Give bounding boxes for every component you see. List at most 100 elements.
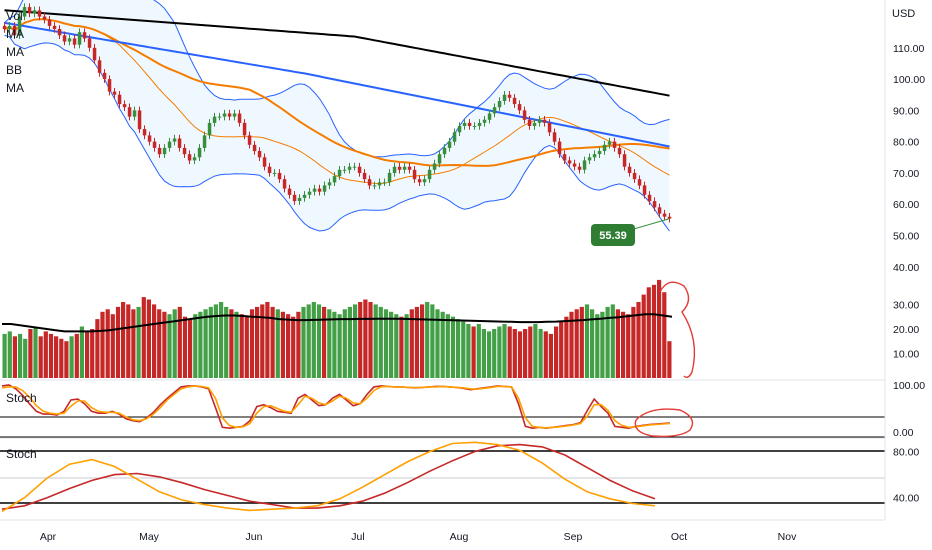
- annotations: 55.39: [591, 218, 696, 438]
- candle-body: [67, 38, 72, 42]
- time-tick-label: Oct: [671, 531, 687, 543]
- candle-body: [477, 122, 482, 126]
- bb-fill: [4, 0, 670, 231]
- candle-body: [232, 113, 237, 117]
- volume-bar: [7, 331, 12, 378]
- candle-body: [152, 141, 157, 148]
- stoch2-tick-label: 40.00: [893, 493, 919, 505]
- candle-body: [372, 185, 377, 187]
- volume-bar: [157, 309, 162, 378]
- price-tick-label: 60.00: [893, 199, 919, 211]
- volume-bar: [270, 306, 275, 378]
- currency-label: USD: [892, 8, 915, 20]
- candle-body: [517, 104, 522, 111]
- stoch-pane-2[interactable]: [0, 437, 885, 513]
- volume-bar: [523, 329, 528, 378]
- volume-bar: [110, 314, 115, 378]
- stoch-title-1[interactable]: Stoch: [6, 391, 37, 405]
- volume-bar: [378, 306, 383, 378]
- volume-bar: [420, 304, 425, 378]
- volume-bars[interactable]: [2, 279, 673, 378]
- volume-bar: [33, 326, 38, 378]
- volume-ma-line: [2, 313, 673, 333]
- candle-body: [667, 216, 672, 219]
- candle-body: [277, 172, 282, 180]
- candlestick-series[interactable]: [2, 3, 672, 223]
- candle-body: [187, 154, 192, 161]
- volume-bar: [471, 326, 476, 378]
- volume-bar: [332, 311, 337, 378]
- price-tick-label: 90.00: [893, 105, 919, 117]
- candle-body: [577, 166, 582, 170]
- volume-bar: [533, 324, 538, 378]
- stoch-title-2[interactable]: Stoch: [6, 447, 37, 461]
- price-tick-label: 80.00: [893, 137, 919, 149]
- volume-bar: [430, 304, 435, 378]
- volume-bar: [590, 309, 595, 378]
- volume-bar: [48, 333, 54, 378]
- last-price-badge: [591, 224, 635, 246]
- volume-bar: [162, 311, 167, 378]
- candle-body: [632, 172, 637, 180]
- legend-ma-1[interactable]: MA: [6, 27, 24, 41]
- candle-body: [337, 169, 342, 177]
- volume-bar: [564, 316, 569, 378]
- candle-body: [47, 19, 52, 26]
- candle-body: [592, 154, 597, 158]
- volume-tick-label: 30.00: [893, 299, 919, 311]
- stoch-pane-1[interactable]: [0, 379, 885, 438]
- volume-bar: [229, 309, 234, 378]
- volume-bar: [646, 287, 651, 378]
- price-tick-label: 100.00: [893, 74, 925, 86]
- volume-bar: [121, 302, 126, 378]
- volume-bar: [23, 338, 28, 378]
- volume-bar: [234, 311, 239, 378]
- volume-bar: [368, 302, 373, 378]
- volume-bar: [383, 309, 389, 378]
- candle-body: [77, 32, 82, 45]
- volume-bar: [373, 304, 378, 378]
- volume-bar: [301, 306, 306, 378]
- time-tick-label: Apr: [40, 531, 57, 543]
- volume-bar: [90, 329, 95, 378]
- legend-vol[interactable]: Vol: [6, 9, 23, 23]
- candle-body: [482, 119, 487, 123]
- volume-bar: [641, 294, 646, 378]
- candle-body: [442, 147, 447, 155]
- legend-ma-3[interactable]: MA: [6, 81, 24, 95]
- candle-body: [532, 122, 537, 126]
- candle-body: [432, 163, 437, 170]
- volume-bar: [182, 316, 188, 378]
- candle-body: [17, 16, 22, 36]
- volume-bar: [43, 331, 48, 378]
- candle-body: [392, 166, 397, 173]
- candle-body: [547, 122, 552, 133]
- volume-bar: [445, 314, 450, 378]
- legend-bb[interactable]: BB: [6, 63, 22, 77]
- candle-body: [302, 194, 307, 198]
- candle-body: [212, 116, 217, 123]
- volume-bar: [193, 314, 198, 378]
- ma-200-line: [4, 9, 670, 97]
- candle-body: [142, 129, 147, 136]
- candle-body: [412, 169, 417, 180]
- volume-bar: [569, 311, 574, 378]
- axes: 110.00 100.00 90.00 80.00 70.00 60.00 50.00 40.…: [0, 0, 925, 543]
- volume-bar: [456, 319, 461, 378]
- candle-body: [312, 188, 317, 192]
- candle-body: [97, 60, 102, 73]
- candle-body: [257, 151, 262, 158]
- candle-body: [332, 176, 337, 183]
- legend-ma-2[interactable]: MA: [6, 45, 24, 59]
- volume-bar: [85, 331, 90, 378]
- volume-bar: [260, 304, 265, 378]
- candle-body: [387, 172, 392, 183]
- candle-body: [457, 126, 462, 133]
- time-tick-label: Sep: [564, 531, 583, 543]
- candle-body: [227, 113, 232, 117]
- volume-bar: [291, 316, 296, 378]
- candle-body: [292, 194, 297, 202]
- time-tick-label: Aug: [450, 531, 469, 543]
- volume-bar: [255, 306, 260, 378]
